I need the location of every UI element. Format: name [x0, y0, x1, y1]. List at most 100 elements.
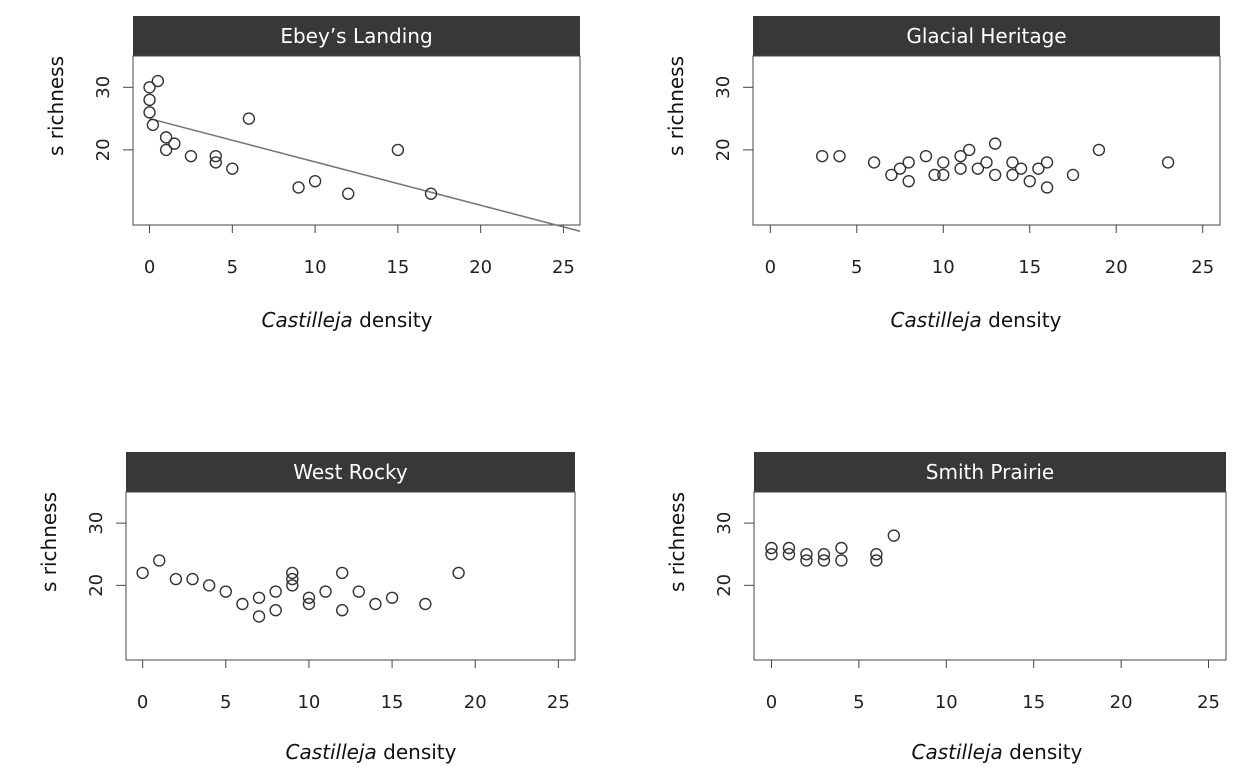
data-point	[335, 604, 349, 617]
x-tick-label: 15	[386, 257, 409, 278]
facet-title: Glacial Heritage	[906, 24, 1066, 48]
y-tick-label: 30	[713, 76, 734, 99]
facet-strip	[126, 452, 575, 492]
x-tick-label: 10	[932, 257, 955, 278]
data-point	[1092, 143, 1106, 157]
y-tick-label: 30	[93, 76, 114, 99]
facet-smith-prairie: Smith Prairie 20 30 s richness 0 5 10 15 20 25	[630, 440, 1256, 740]
data-point	[919, 149, 933, 163]
data-point	[867, 156, 881, 169]
x-axis-label-italic: Castilleja	[285, 740, 377, 764]
x-axis-label-italic: Castilleja	[261, 308, 353, 332]
data-point	[902, 174, 915, 188]
x-tick-label: 20	[469, 257, 492, 278]
data-point	[136, 566, 149, 580]
data-point	[151, 74, 165, 88]
data-point	[1032, 162, 1045, 175]
y-axis-label: s richness	[665, 492, 689, 592]
data-point	[209, 149, 222, 163]
data-point	[937, 168, 950, 182]
data-point	[143, 93, 156, 107]
data-point	[765, 548, 778, 561]
x-tick-label: 20	[1110, 692, 1133, 713]
x-tick-label: 10	[297, 692, 320, 713]
data-point	[817, 554, 831, 567]
data-point	[835, 541, 848, 555]
data-point	[1006, 156, 1019, 169]
data-point	[815, 149, 829, 163]
trend-line	[149, 117, 581, 232]
plot-frame	[753, 491, 1227, 661]
x-tick-label: 5	[853, 692, 864, 713]
y-tick-label: 30	[86, 512, 107, 535]
data-point	[169, 572, 183, 586]
facet-title: West Rocky	[293, 460, 408, 484]
y-axis-label: s richness	[664, 56, 688, 156]
x-tick-label: 5	[227, 257, 238, 278]
data-point	[928, 168, 941, 182]
y-tick-label: 20	[714, 574, 735, 597]
data-point	[954, 149, 967, 163]
data-point	[800, 548, 813, 561]
data-point	[286, 566, 299, 580]
x-axis-label-italic: Castilleja	[911, 740, 1003, 764]
data-point	[902, 156, 915, 169]
y-tick-label: 20	[93, 138, 114, 161]
facet-title: Smith Prairie	[926, 460, 1054, 484]
data-point	[988, 137, 1002, 150]
data-point	[209, 156, 222, 169]
scatter-plot: Glacial Heritage 20 30 s richness 0 5 10 15 20 25	[664, 16, 1221, 278]
facet-title: Ebey’s Landing	[280, 24, 432, 48]
data-point	[202, 579, 216, 592]
data-point	[219, 585, 232, 598]
x-tick-label: 15	[381, 692, 404, 713]
data-point	[782, 548, 796, 561]
plot-frame	[132, 55, 581, 226]
data-point	[835, 554, 848, 567]
data-point	[302, 591, 316, 604]
data-point	[870, 548, 883, 561]
data-point	[1040, 181, 1054, 194]
facet-strip	[753, 16, 1220, 56]
data-point	[963, 143, 976, 157]
y-tick-label: 30	[714, 512, 735, 535]
data-point	[385, 591, 399, 604]
x-tick-label: 15	[1018, 257, 1041, 278]
x-tick-label: 15	[1022, 692, 1045, 713]
x-axis-label-rest: density	[981, 308, 1062, 332]
data-point	[1040, 156, 1054, 169]
data-point	[971, 162, 985, 175]
data-point	[146, 118, 160, 132]
data-point	[226, 162, 239, 175]
facet-ebeys-landing: Ebey’s Landing 20 30 s richness 0 5 10 15 20 25	[0, 0, 626, 300]
data-point	[186, 572, 199, 586]
x-axis-label-rest: density	[376, 740, 457, 764]
data-point	[452, 566, 465, 580]
data-point	[143, 106, 156, 119]
data-point	[870, 554, 883, 567]
data-point	[236, 597, 249, 611]
data-point	[988, 168, 1002, 182]
data-point	[168, 137, 181, 150]
data-point	[1161, 156, 1175, 169]
data-point	[765, 541, 778, 555]
data-point	[184, 149, 198, 163]
x-tick-label: 0	[137, 692, 148, 713]
data-point	[335, 566, 349, 580]
x-tick-label: 25	[1197, 692, 1220, 713]
data-point	[143, 81, 156, 94]
data-point	[159, 143, 173, 157]
data-point	[319, 585, 332, 598]
data-point	[342, 187, 355, 200]
x-tick-label: 10	[304, 257, 327, 278]
data-point	[286, 572, 299, 586]
data-point	[369, 597, 382, 611]
x-axis-caption-2: Castilleja density	[826, 308, 1126, 332]
data-point	[159, 131, 173, 144]
data-point	[269, 585, 282, 598]
x-tick-label: 5	[220, 692, 231, 713]
data-point	[242, 112, 256, 125]
plot-frame	[752, 55, 1221, 226]
x-tick-label: 0	[765, 257, 776, 278]
y-axis-label: s richness	[44, 56, 68, 156]
